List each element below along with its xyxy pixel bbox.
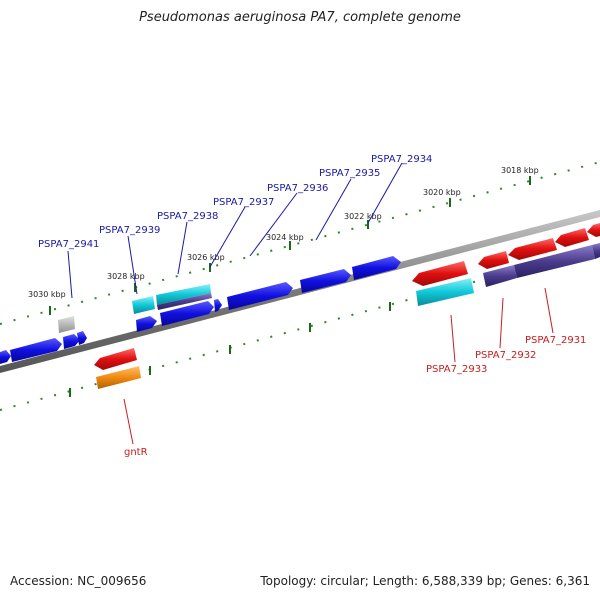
gene-arrow-forward <box>227 282 293 310</box>
gene-label[interactable]: PSPA7_2936 <box>267 183 328 194</box>
gene-arrow-reverse <box>555 228 589 247</box>
leader-lines-reverse <box>123 287 554 445</box>
gene-arrow-purple <box>483 265 517 287</box>
topology-text: Topology: circular; Length: 6,588,339 bp… <box>260 574 590 588</box>
gene-arrow-forward <box>214 299 222 312</box>
gene-arrow-forward <box>63 334 80 349</box>
kbp-label: 3026 kbp <box>187 253 225 262</box>
gene-label[interactable]: PSPA7_2937 <box>213 197 274 208</box>
gene-arrow-cyan <box>416 278 474 306</box>
gene-arrow-forward <box>160 301 214 326</box>
gene-arrow-forward <box>136 316 157 332</box>
forward-genes[interactable] <box>0 256 401 364</box>
gene-arrow-reverse <box>412 261 468 286</box>
gene-label[interactable]: PSPA7_2935 <box>319 168 380 179</box>
gene-label[interactable]: PSPA7_2941 <box>38 239 99 250</box>
leader-lines-forward <box>67 162 403 299</box>
gene-arrow-orange <box>96 366 141 389</box>
ruler-upper-major-ticks <box>49 176 531 315</box>
gene-arrow-forward <box>77 331 87 345</box>
gene-arrow-gray <box>58 316 75 333</box>
gene-label[interactable]: PSPA7_2933 <box>426 364 487 375</box>
reverse-genes[interactable] <box>94 223 600 389</box>
gene-label[interactable]: PSPA7_2938 <box>157 211 218 222</box>
kbp-label: 3022 kbp <box>344 212 382 221</box>
gene-arrow-purple <box>157 293 212 310</box>
kbp-label: 3028 kbp <box>107 272 145 281</box>
gene-arrow-forward <box>352 256 401 280</box>
gene-label[interactable]: gntR <box>124 447 148 458</box>
kbp-label: 3024 kbp <box>266 233 304 242</box>
accession-text: Accession: NC_009656 <box>10 574 147 588</box>
gene-label[interactable]: PSPA7_2932 <box>475 350 536 361</box>
gene-label[interactable]: PSPA7_2934 <box>371 154 432 165</box>
gene-arrow-reverse <box>478 251 509 269</box>
kbp-label: 3018 kbp <box>501 166 539 175</box>
gene-arrow-reverse <box>587 223 600 237</box>
genome-backbone <box>0 210 600 373</box>
kbp-label: 3030 kbp <box>28 290 66 299</box>
gene-arrow-reverse <box>94 348 137 370</box>
gene-arrow-cyan <box>132 296 155 314</box>
gene-arrow-forward <box>10 338 62 362</box>
gene-arrow-forward <box>300 269 351 293</box>
gene-label[interactable]: PSPA7_2931 <box>525 335 586 346</box>
gene-label[interactable]: PSPA7_2939 <box>99 225 160 236</box>
gene-arrow-reverse <box>508 238 557 260</box>
gene-arrow-purple <box>592 243 600 259</box>
genome-title: Pseudomonas aeruginosa PA7, complete gen… <box>139 10 461 25</box>
gene-arrow-cyan <box>156 284 211 305</box>
kbp-label: 3020 kbp <box>423 188 461 197</box>
gene-arrow-purple <box>514 245 595 278</box>
gene-arrow-forward <box>0 350 11 364</box>
